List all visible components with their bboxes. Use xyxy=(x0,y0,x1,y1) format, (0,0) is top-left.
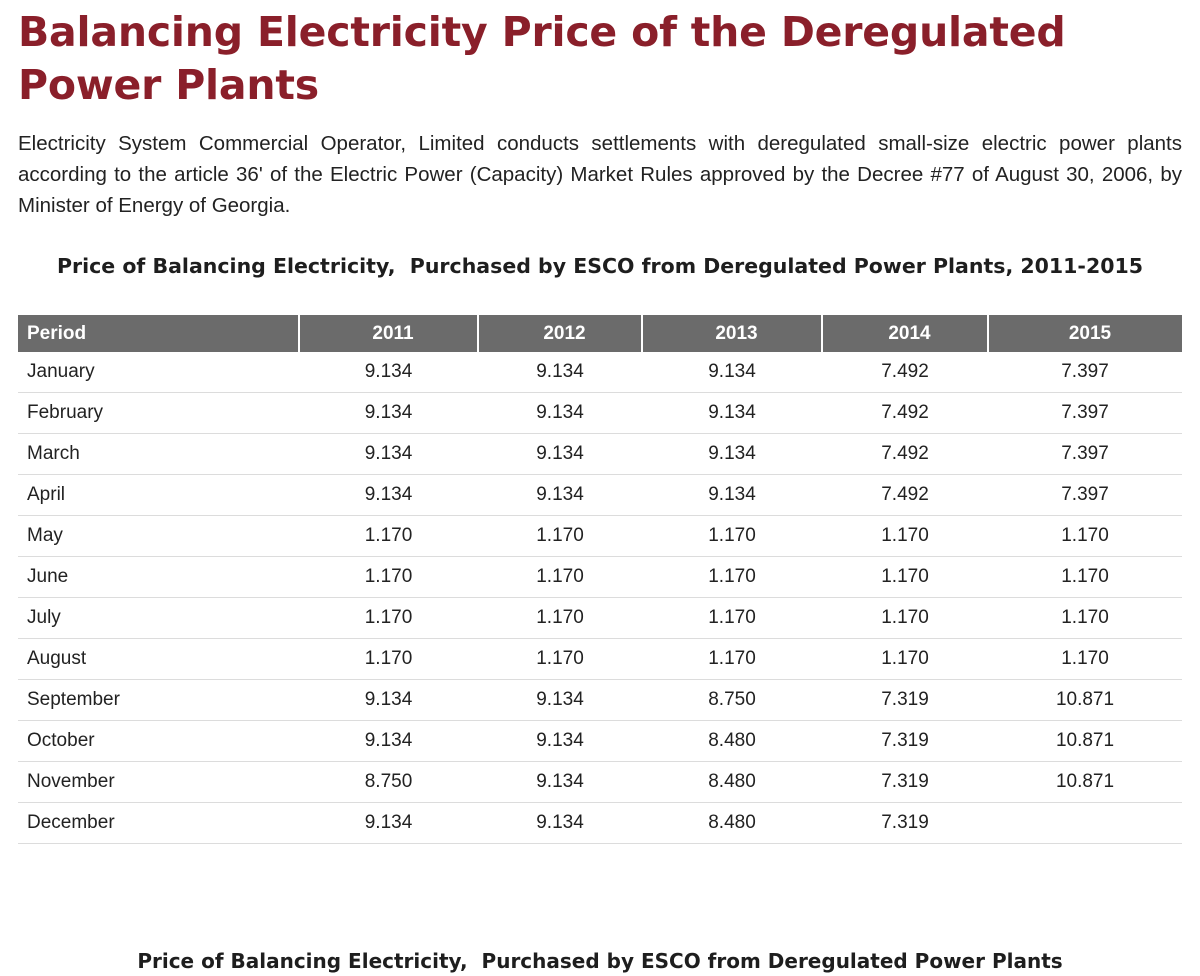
price-cell: 9.134 xyxy=(299,392,478,434)
price-cell: 1.170 xyxy=(822,515,988,557)
table-row: December 9.134 9.134 8.480 7.319 xyxy=(18,802,1182,844)
price-cell: 1.170 xyxy=(299,597,478,639)
price-cell: 8.750 xyxy=(299,761,478,803)
price-cell: 1.170 xyxy=(988,597,1182,639)
price-cell: 10.871 xyxy=(988,761,1182,803)
period-cell: September xyxy=(18,679,299,721)
price-cell: 8.480 xyxy=(642,802,822,844)
period-cell: May xyxy=(18,515,299,557)
table-row: August 1.170 1.170 1.170 1.170 1.170 xyxy=(18,638,1182,680)
price-cell: 9.134 xyxy=(478,802,642,844)
price-cell: 7.492 xyxy=(822,352,988,393)
price-cell: 9.134 xyxy=(478,352,642,393)
price-cell: 1.170 xyxy=(642,515,822,557)
price-cell: 7.397 xyxy=(988,474,1182,516)
second-table-caption: Price of Balancing Electricity, Purchase… xyxy=(137,949,1063,973)
price-cell: 7.397 xyxy=(988,433,1182,475)
table-row: November 8.750 9.134 8.480 7.319 10.871 xyxy=(18,761,1182,803)
price-cell: 9.134 xyxy=(299,433,478,475)
price-cell: 1.170 xyxy=(299,638,478,680)
price-cell: 9.134 xyxy=(642,352,822,393)
price-cell: 10.871 xyxy=(988,720,1182,762)
price-cell: 1.170 xyxy=(478,515,642,557)
price-cell: 9.134 xyxy=(299,679,478,721)
column-header-2011: 2011 xyxy=(298,315,478,352)
table-row: October 9.134 9.134 8.480 7.319 10.871 xyxy=(18,720,1182,762)
price-cell: 7.397 xyxy=(988,392,1182,434)
price-cell xyxy=(988,802,1182,844)
price-cell: 1.170 xyxy=(642,597,822,639)
price-cell: 1.170 xyxy=(642,556,822,598)
period-cell: March xyxy=(18,433,299,475)
price-cell: 1.170 xyxy=(822,638,988,680)
column-header-2014: 2014 xyxy=(821,315,988,352)
table-body: January 9.134 9.134 9.134 7.492 7.397 February… xyxy=(18,352,1182,844)
price-cell: 8.480 xyxy=(642,761,822,803)
column-header-2015: 2015 xyxy=(987,315,1182,352)
price-cell: 1.170 xyxy=(478,597,642,639)
price-cell: 1.170 xyxy=(822,597,988,639)
period-cell: August xyxy=(18,638,299,680)
price-cell: 1.170 xyxy=(822,556,988,598)
price-cell: 8.750 xyxy=(642,679,822,721)
price-cell: 9.134 xyxy=(299,720,478,762)
price-table: Period 2011 2012 2013 2014 2015 January 9… xyxy=(18,315,1182,844)
period-cell: December xyxy=(18,802,299,844)
price-cell: 10.871 xyxy=(988,679,1182,721)
price-cell: 7.319 xyxy=(822,761,988,803)
price-cell: 9.134 xyxy=(478,761,642,803)
price-cell: 9.134 xyxy=(299,352,478,393)
table-row: April 9.134 9.134 9.134 7.492 7.397 xyxy=(18,474,1182,516)
column-header-period: Period xyxy=(18,315,299,352)
price-cell: 9.134 xyxy=(642,474,822,516)
price-cell: 1.170 xyxy=(478,556,642,598)
price-cell: 9.134 xyxy=(478,433,642,475)
intro-paragraph: Electricity System Commercial Operator, … xyxy=(18,132,1182,217)
period-cell: April xyxy=(18,474,299,516)
table-row: June 1.170 1.170 1.170 1.170 1.170 xyxy=(18,556,1182,598)
price-cell: 9.134 xyxy=(642,392,822,434)
price-cell: 7.492 xyxy=(822,433,988,475)
period-cell: June xyxy=(18,556,299,598)
column-header-2012: 2012 xyxy=(477,315,642,352)
period-cell: January xyxy=(18,352,299,393)
price-cell: 1.170 xyxy=(988,556,1182,598)
price-cell: 7.492 xyxy=(822,474,988,516)
price-cell: 9.134 xyxy=(478,474,642,516)
table-row: July 1.170 1.170 1.170 1.170 1.170 xyxy=(18,597,1182,639)
period-cell: July xyxy=(18,597,299,639)
table-row: February 9.134 9.134 9.134 7.492 7.397 xyxy=(18,392,1182,434)
price-cell: 7.319 xyxy=(822,720,988,762)
period-cell: October xyxy=(18,720,299,762)
period-cell: November xyxy=(18,761,299,803)
table-row: March 9.134 9.134 9.134 7.492 7.397 xyxy=(18,433,1182,475)
period-cell: February xyxy=(18,392,299,434)
price-cell: 9.134 xyxy=(299,802,478,844)
price-cell: 1.170 xyxy=(299,515,478,557)
table-caption: Price of Balancing Electricity, Purchase… xyxy=(56,254,1143,278)
price-cell: 9.134 xyxy=(478,720,642,762)
table-header-row: Period 2011 2012 2013 2014 2015 xyxy=(18,315,1182,352)
price-cell: 9.134 xyxy=(642,433,822,475)
price-cell: 1.170 xyxy=(988,515,1182,557)
price-cell: 7.397 xyxy=(988,352,1182,393)
table-row: September 9.134 9.134 8.750 7.319 10.871 xyxy=(18,679,1182,721)
price-cell: 7.492 xyxy=(822,392,988,434)
table-row: January 9.134 9.134 9.134 7.492 7.397 xyxy=(18,352,1182,393)
price-cell: 9.134 xyxy=(478,392,642,434)
column-header-2013: 2013 xyxy=(641,315,822,352)
price-cell: 1.170 xyxy=(299,556,478,598)
price-cell: 1.170 xyxy=(988,638,1182,680)
price-cell: 1.170 xyxy=(642,638,822,680)
price-cell: 9.134 xyxy=(478,679,642,721)
price-cell: 1.170 xyxy=(478,638,642,680)
price-cell: 9.134 xyxy=(299,474,478,516)
table-row: May 1.170 1.170 1.170 1.170 1.170 xyxy=(18,515,1182,557)
price-cell: 7.319 xyxy=(822,679,988,721)
price-cell: 7.319 xyxy=(822,802,988,844)
price-cell: 8.480 xyxy=(642,720,822,762)
page-title: Balancing Electricity Price of the Dereg… xyxy=(18,8,1066,109)
